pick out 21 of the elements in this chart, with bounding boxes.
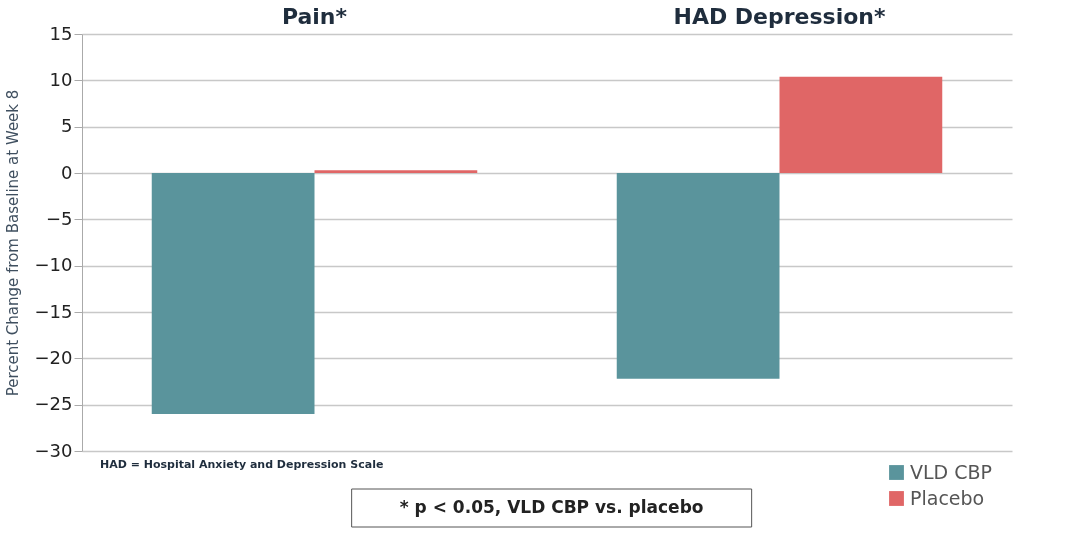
bar bbox=[314, 170, 478, 173]
y-tick-label: −25 bbox=[34, 393, 73, 415]
text: HAD = Hospital Anxiety and Depression Scale bbox=[100, 458, 384, 471]
legend-label: Placebo bbox=[910, 486, 985, 509]
y-tick-label: 15 bbox=[49, 22, 73, 44]
x-tick-label: HAD Depression* bbox=[673, 3, 887, 29]
y-tick-label: −15 bbox=[34, 300, 73, 322]
y-tick-label: −10 bbox=[34, 254, 73, 276]
y-tick-label: 5 bbox=[61, 115, 73, 137]
bar bbox=[779, 76, 943, 173]
bar bbox=[151, 173, 315, 414]
y-tick-label: 10 bbox=[49, 68, 73, 90]
bar bbox=[616, 173, 780, 379]
y-tick-label: −30 bbox=[34, 439, 73, 461]
text: * p < 0.05, VLD CBP vs. placebo bbox=[399, 497, 704, 517]
y-tick-label: −20 bbox=[34, 346, 73, 368]
legend-label: VLD CBP bbox=[910, 460, 993, 483]
y-axis-title: Percent Change from Baseline at Week 8 bbox=[3, 89, 22, 397]
x-tick-label: Pain* bbox=[281, 3, 348, 29]
y-tick-label: −5 bbox=[45, 207, 73, 229]
y-tick-label: 0 bbox=[61, 161, 73, 183]
